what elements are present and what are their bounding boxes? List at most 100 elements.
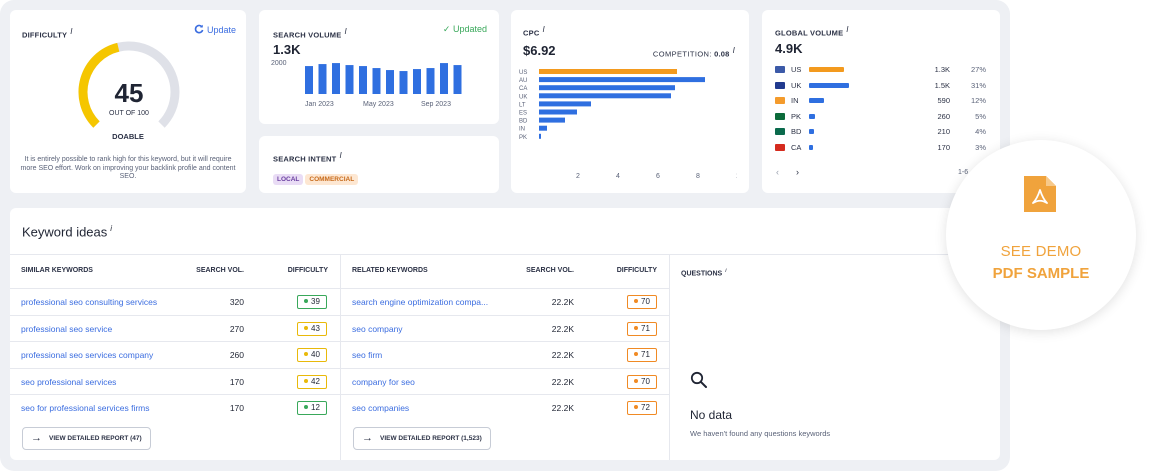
search-volume-card: SEARCH VOLUME i ✓ Updated 1.3K 2000 Jan 20… [259,10,499,124]
search-volume-cell: 22.2K [551,323,574,334]
cpc-bar [539,125,547,131]
keyword-ideas-card: Keyword ideas i SIMILAR KEYWORDS SEARCH V… [10,208,1000,460]
difficulty-label: DIFFICULTY i [22,27,73,40]
category-label: AU [519,78,527,84]
table-row: seo company 22.2K 71 [341,314,669,342]
divider [10,254,1000,255]
country-percent: 3% [975,142,986,152]
keyword-ideas-title: Keyword ideas i [22,224,113,240]
country-percent: 27% [970,65,986,74]
search-volume-chart: 2000 Jan 2023 May 2023 Sep 2023 [271,60,491,117]
country-volume: 590 [937,96,950,105]
country-percent: 12% [970,96,986,105]
table-row: professional seo service 270 43 [10,314,340,342]
search-volume-value: 1.3K [273,42,301,57]
country-row: CA 170 3% [775,142,990,153]
keyword-link[interactable]: search engine optimization compa... [352,297,489,307]
keyword-link[interactable]: seo professional services [21,376,117,387]
keyword-link[interactable]: professional seo service [21,323,113,334]
x-tick-label: 8 [696,173,700,180]
x-tick-label: 4 [616,173,620,180]
col-head-keyword: SIMILAR KEYWORDS [21,267,93,274]
table-row: seo for professional services firms 170 12 [10,394,340,421]
see-demo-pdf-button[interactable]: SEE DEMO PDF SAMPLE [946,140,1136,330]
view-detailed-report-button[interactable]: → VIEW DETAILED REPORT (1,523) [353,427,491,450]
info-icon[interactable]: i [846,25,849,34]
volume-bar [386,70,394,94]
country-row: IN 590 12% [775,95,990,106]
flag-icon [775,81,785,89]
category-label: US [519,70,527,76]
update-button[interactable]: Update [194,24,236,36]
pager-prev-button[interactable]: ‹ [776,167,779,177]
cpc-bar [539,93,671,99]
keyword-link[interactable]: professional seo consulting services [21,297,158,307]
search-volume-cell: 320 [229,297,244,307]
x-tick-label: Jan 2023 [305,101,334,108]
related-keywords-table: RELATED KEYWORDS SEARCH VOL. DIFFICULTY … [341,254,669,460]
table-row: search engine optimization compa... 22.2K… [341,288,669,315]
status-dot-icon [304,299,309,303]
country-volume: 260 [937,111,950,121]
country-share-bar [809,129,815,134]
search-volume-cell: 22.2K [551,297,574,307]
updated-status: ✓ Updated [442,24,487,34]
keyword-link[interactable]: seo firm [352,350,383,361]
x-tick-label: 2 [576,173,580,180]
button-label: VIEW DETAILED REPORT (47) [49,435,142,442]
status-dot-icon [634,352,639,357]
cpc-bar [539,101,591,107]
pager-next-button[interactable]: › [796,167,799,177]
difficulty-badge: 70 [627,374,657,389]
cpc-card: CPC i $6.92 COMPETITION: 0.08 i US AU CA UK LT… [511,10,749,193]
country-row: PK 260 5% [775,111,990,122]
info-icon[interactable]: i [344,27,347,36]
intent-tag: COMMERCIAL [305,174,359,185]
country-volume: 1.3K [934,65,950,74]
country-code: PK [791,111,802,121]
info-icon[interactable]: i [110,224,113,233]
info-icon[interactable]: i [70,27,73,36]
cpc-bar [539,85,675,91]
keyword-link[interactable]: seo company [352,323,403,334]
table-row: seo professional services 170 42 [10,367,340,395]
table-row: seo firm 22.2K 71 [341,341,669,368]
button-label: VIEW DETAILED REPORT (1,523) [380,435,482,442]
view-detailed-report-button[interactable]: → VIEW DETAILED REPORT (47) [22,427,151,450]
info-icon[interactable]: i [339,151,342,160]
arrow-right-icon: → [362,432,373,444]
difficulty-badge: 71 [627,321,657,336]
global-volume-card: GLOBAL VOLUME i 4.9K US 1.3K 27% UK 1.5K 31% IN… [762,10,1000,193]
status-dot-icon [304,325,309,330]
keyword-link[interactable]: seo for professional services firms [21,403,150,414]
difficulty-badge: 71 [627,348,657,363]
questions-panel: QUESTIONS i No data We haven't found any … [670,254,1000,460]
category-label: PK [519,135,527,141]
col-head-difficulty: DIFFICULTY [287,267,328,274]
status-dot-icon [634,299,639,303]
dashboard-background: DIFFICULTY i Update 45 OUT OF 100 DOABLE … [0,0,1010,471]
country-share-bar [809,144,813,150]
pdf-sample-label: PDF SAMPLE [992,265,1090,282]
y-tick-label: 2000 [271,60,287,67]
cpc-bar [539,117,565,123]
status-dot-icon [634,378,639,383]
difficulty-badge: 40 [297,348,327,363]
col-head-keyword: RELATED KEYWORDS [352,267,428,274]
info-icon[interactable]: i [542,25,545,34]
keyword-link[interactable]: company for seo [352,376,415,387]
category-label: ES [519,111,527,117]
table-row: professional seo services company 260 40 [10,341,340,368]
country-volume: 1.5K [934,80,950,90]
keyword-link[interactable]: seo companies [352,403,410,414]
keyword-link[interactable]: professional seo services company [21,350,154,361]
similar-keywords-table: SIMILAR KEYWORDS SEARCH VOL. DIFFICULTY … [10,254,340,460]
info-icon[interactable]: i [725,268,727,274]
difficulty-score: 45 [114,78,144,108]
search-volume-cell: 22.2K [551,403,574,414]
info-icon[interactable]: i [732,46,735,55]
flag-icon [775,66,785,73]
volume-bar [359,66,367,94]
status-dot-icon [634,405,639,410]
volume-bar [426,68,435,94]
